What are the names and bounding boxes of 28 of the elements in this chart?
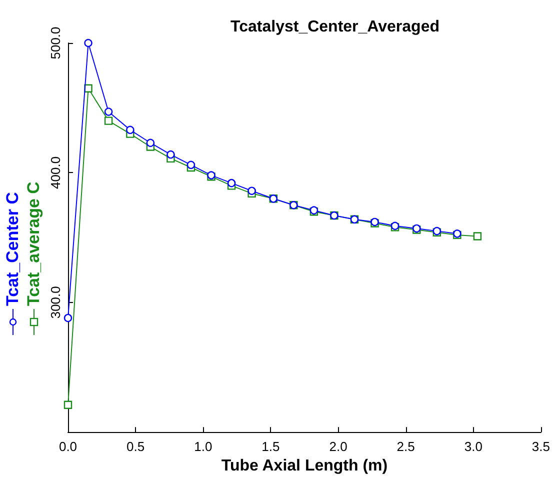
point bbox=[64, 314, 72, 322]
point bbox=[227, 178, 236, 188]
x-tick-label: 3.0 bbox=[464, 439, 482, 454]
x-tick-label: 1.0 bbox=[194, 439, 212, 454]
text: Tcat_Center C bbox=[2, 192, 22, 306]
point bbox=[166, 150, 175, 159]
point bbox=[104, 108, 113, 116]
point bbox=[248, 186, 256, 195]
chart-title: Tcatalyst_Center_Averaged bbox=[230, 18, 440, 36]
x-tick-label: 2.0 bbox=[329, 439, 348, 454]
x-tick-label: 0.5 bbox=[126, 439, 145, 454]
y-tick-label: 300.0 bbox=[48, 286, 63, 319]
x-tick-label: 3.5 bbox=[532, 439, 550, 454]
y-tick-label: 500.0 bbox=[48, 26, 63, 60]
x-axis-title: Tube Axial Length (m) bbox=[221, 458, 388, 474]
point bbox=[64, 400, 72, 409]
point bbox=[104, 116, 113, 125]
point bbox=[146, 138, 155, 147]
point bbox=[84, 84, 92, 92]
x-tick-label: 0.0 bbox=[58, 439, 78, 454]
x-tick-label: 2.5 bbox=[396, 439, 415, 454]
text: Tcat_average C bbox=[24, 182, 44, 306]
point bbox=[186, 160, 196, 170]
point bbox=[126, 126, 134, 134]
y-tick-label: 400.0 bbox=[48, 156, 63, 189]
point bbox=[84, 38, 92, 48]
point bbox=[473, 232, 482, 240]
x-tick-label: 1.5 bbox=[262, 439, 280, 454]
